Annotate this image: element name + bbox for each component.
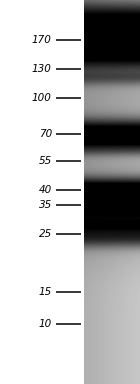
Text: 130: 130 [32,64,52,74]
Text: 25: 25 [38,229,52,239]
Text: 15: 15 [38,287,52,297]
Text: 35: 35 [38,200,52,210]
Text: 100: 100 [32,93,52,103]
Text: 55: 55 [38,156,52,166]
Text: 10: 10 [38,319,52,329]
Text: 40: 40 [38,185,52,195]
Text: 70: 70 [38,129,52,139]
Text: 170: 170 [32,35,52,45]
